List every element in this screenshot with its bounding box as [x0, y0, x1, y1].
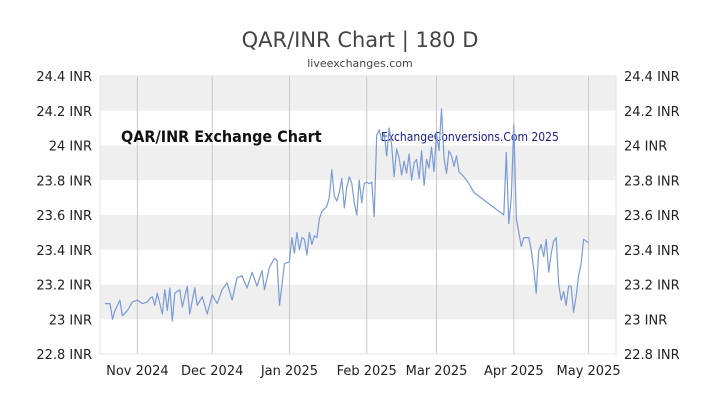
y-tick-label-right: 23.8 INR	[624, 174, 680, 189]
y-tick-label-left: 24.4 INR	[36, 70, 92, 85]
y-axis-right: 22.8 INR 23 INR 23.2 INR 23.4 INR 23.6 INR 23…	[624, 70, 680, 363]
plot-border	[99, 75, 617, 355]
series-group	[105, 108, 589, 322]
vertical-gridlines	[136, 76, 590, 354]
x-tick-label: Dec 2024	[181, 364, 243, 379]
y-tick-label-right: 23 INR	[624, 313, 667, 328]
y-tick-label-left: 23 INR	[49, 313, 92, 328]
chart-title: QAR/INR Chart | 180 D	[242, 28, 479, 53]
y-tick-label-right: 23.2 INR	[624, 279, 680, 294]
y-tick-label-right: 24.4 INR	[624, 70, 680, 85]
y-tick-label-left: 22.8 INR	[36, 348, 92, 363]
chart-annotation-left: QAR/INR Exchange Chart	[121, 127, 322, 146]
y-tick-label-right: 23.4 INR	[624, 244, 680, 259]
grid-band	[100, 215, 616, 250]
x-tick-label: Feb 2025	[337, 364, 397, 379]
x-axis: Nov 2024 Dec 2024 Jan 2025 Feb 2025 Mar 2025…	[106, 364, 621, 379]
series-line	[105, 108, 589, 322]
chart-subtitle: liveexchanges.com	[307, 57, 412, 70]
x-tick-label: Apr 2025	[484, 364, 544, 379]
y-tick-label-right: 24.2 INR	[624, 105, 680, 120]
y-tick-label-right: 22.8 INR	[624, 348, 680, 363]
grid-band	[100, 145, 616, 181]
y-tick-label-left: 23.8 INR	[36, 174, 92, 189]
y-tick-label-left: 23.2 INR	[36, 279, 92, 294]
x-tick-label: Jan 2025	[260, 364, 318, 379]
grid-band	[100, 284, 616, 320]
x-tick-label: Mar 2025	[406, 364, 468, 379]
background-bands	[100, 76, 616, 320]
x-tick-label: Nov 2024	[106, 364, 169, 379]
y-tick-label-right: 24 INR	[624, 140, 667, 155]
y-axis-left: 22.8 INR 23 INR 23.2 INR 23.4 INR 23.6 INR 23…	[36, 70, 92, 363]
y-tick-label-right: 23.6 INR	[624, 209, 680, 224]
x-tick-label: May 2025	[557, 364, 621, 379]
chart-annotation-watermark: ExchangeConversions.Com 2025	[381, 130, 559, 144]
y-tick-label-left: 23.6 INR	[36, 209, 92, 224]
grid-band	[100, 76, 616, 111]
y-tick-label-left: 24 INR	[49, 140, 92, 155]
y-tick-label-left: 23.4 INR	[36, 244, 92, 259]
y-tick-label-left: 24.2 INR	[36, 105, 92, 120]
